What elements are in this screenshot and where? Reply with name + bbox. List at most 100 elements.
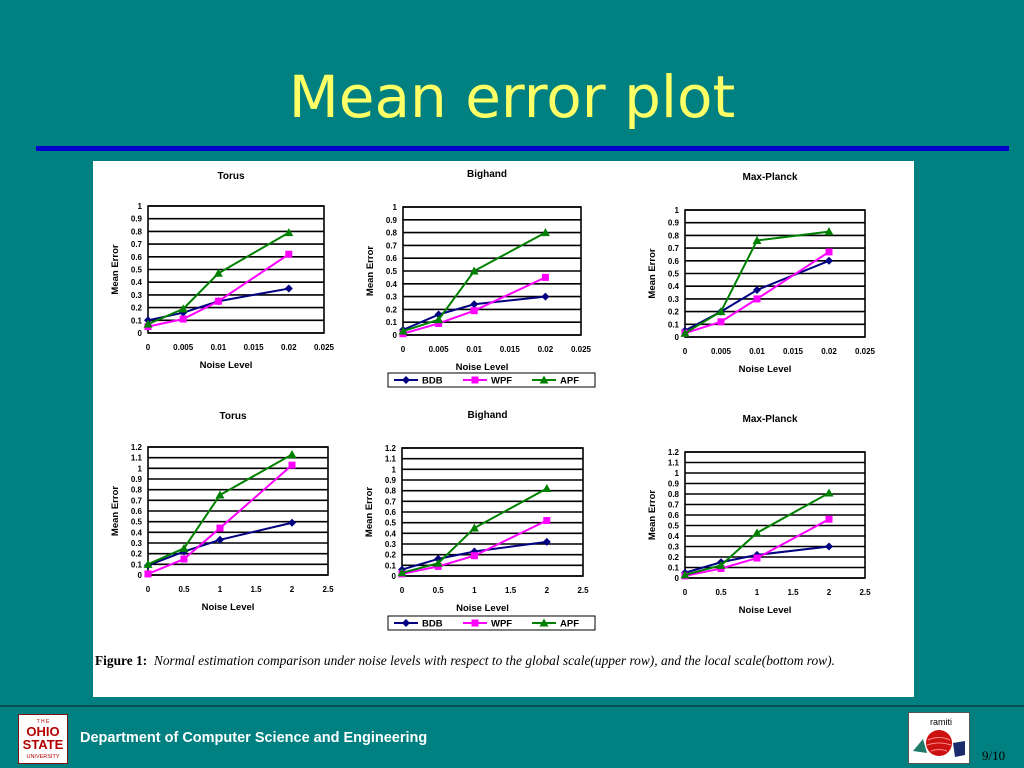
data-point-bdb: [470, 300, 479, 309]
data-point-wpf: [717, 318, 725, 326]
data-point-apf: [143, 559, 153, 568]
series-line-apf: [402, 231, 546, 333]
data-point-apf: [397, 568, 407, 577]
data-point-wpf: [753, 295, 761, 303]
legend-marker-wpf: [471, 619, 479, 627]
data-point-wpf: [470, 552, 478, 560]
legend-label-apf: APF: [560, 619, 579, 630]
data-point-apf: [215, 490, 225, 499]
legend-label-apf: APF: [560, 376, 579, 387]
y-tick-label: 0.7: [131, 496, 143, 505]
series-line-wpf: [402, 276, 546, 335]
y-tick-label: 1.2: [668, 448, 680, 457]
data-point-bdb: [216, 535, 224, 544]
chart-1: 0 0.1 0.2 0.3 0.4 0.5 0.6 0.7 0.8 0.9 1 0 0.005 0.01 0…: [110, 171, 335, 371]
data-point-apf: [716, 560, 726, 569]
y-tick-label: 0.7: [131, 240, 143, 249]
y-tick-label: 0.2: [131, 550, 143, 559]
legend-marker-wpf: [471, 376, 479, 384]
y-tick-label: 0: [393, 331, 398, 340]
y-tick-label: 0.8: [385, 487, 397, 496]
logo-line3: STATE: [23, 737, 64, 752]
y-tick-label: 0.5: [668, 522, 680, 531]
data-point-bdb: [284, 284, 293, 293]
x-tick-label: 0.01: [211, 343, 227, 352]
x-tick-label: 1: [755, 588, 760, 597]
plot-frame: [147, 205, 325, 334]
x-axis-label: Noise Level: [739, 364, 792, 375]
x-tick-label: 0: [400, 586, 405, 595]
series-line-bdb: [147, 521, 293, 567]
ohio-state-logo: T H E OHIO STATE UNIVERSITY: [18, 714, 68, 764]
y-tick-label: 0.5: [131, 518, 143, 527]
y-tick-label: 0.6: [385, 508, 397, 517]
figure-panel: 0 0.1 0.2 0.3 0.4 0.5 0.6 0.7 0.8 0.9 1 0 0.005 0.01 0…: [93, 161, 914, 697]
data-point-bdb: [434, 310, 443, 319]
data-point-wpf: [179, 315, 187, 323]
x-tick-label: 0.025: [571, 345, 592, 354]
plot-frame: [147, 446, 329, 576]
data-point-bdb: [825, 542, 833, 551]
data-point-wpf: [214, 297, 222, 305]
y-tick-label: 0: [675, 574, 680, 583]
x-tick-label: 0.015: [244, 343, 265, 352]
y-tick-label: 0.9: [131, 215, 143, 224]
y-tick-label: 0.9: [386, 216, 398, 225]
data-point-apf: [469, 523, 479, 532]
data-point-bdb: [542, 537, 551, 546]
y-axis-label: Mean Error: [365, 246, 376, 296]
legend-label-bdb: BDB: [422, 619, 443, 630]
y-tick-label: 0.3: [386, 293, 398, 302]
chart-title: Bighand: [468, 410, 508, 421]
chart-title: Max-Planck: [742, 172, 797, 183]
series-line-bdb: [402, 295, 546, 331]
x-tick-label: 0: [146, 585, 151, 594]
y-tick-label: 0: [138, 571, 143, 580]
caption-label: Figure 1:: [95, 653, 148, 668]
y-axis-label: Mean Error: [647, 248, 658, 298]
series-line-apf: [684, 492, 830, 576]
data-point-apf: [680, 570, 690, 579]
plot-frame: [684, 209, 866, 338]
chart-title: Bighand: [467, 169, 507, 180]
group-badge-icon: ramiti: [908, 712, 970, 764]
legend-label-bdb: BDB: [422, 376, 443, 387]
y-tick-label: 0.2: [385, 551, 397, 560]
plot-frame: [402, 206, 582, 336]
x-tick-label: 2: [290, 585, 295, 594]
legend-label-wpf: WPF: [491, 376, 512, 387]
y-tick-label: 0.8: [131, 486, 143, 495]
data-point-apf: [752, 528, 762, 537]
x-tick-label: 0.015: [783, 347, 804, 356]
y-tick-label: 0.8: [668, 490, 680, 499]
y-tick-label: 1: [392, 465, 397, 474]
x-tick-label: 0.5: [715, 588, 727, 597]
x-tick-label: 0: [401, 345, 406, 354]
y-tick-label: 0.2: [668, 308, 680, 317]
data-point-apf: [287, 449, 297, 458]
y-tick-label: 0: [138, 329, 143, 338]
y-tick-label: 0.4: [385, 529, 397, 538]
y-tick-label: 0.3: [131, 539, 143, 548]
series-line-wpf: [684, 518, 830, 577]
data-point-wpf: [753, 554, 761, 562]
x-axis-label: Noise Level: [456, 362, 509, 373]
data-point-apf: [398, 326, 408, 335]
series-line-bdb: [684, 545, 830, 574]
y-tick-label: 0.8: [386, 229, 398, 238]
y-tick-label: 0.7: [385, 497, 397, 506]
data-point-apf: [824, 227, 834, 236]
legend-label-wpf: WPF: [491, 619, 512, 630]
legend-2: BDB WPF APF: [387, 615, 596, 631]
y-tick-label: 0.6: [668, 511, 680, 520]
series-line-wpf: [147, 253, 290, 328]
y-tick-label: 0.4: [668, 532, 680, 541]
data-point-bdb: [825, 256, 833, 265]
y-tick-label: 0.7: [668, 244, 680, 253]
y-axis-label: Mean Error: [364, 487, 375, 537]
y-tick-label: 0: [675, 333, 680, 342]
y-tick-label: 0.9: [668, 480, 680, 489]
x-tick-label: 2.5: [859, 588, 871, 597]
footer-divider: [0, 705, 1024, 707]
x-tick-label: 2: [545, 586, 550, 595]
